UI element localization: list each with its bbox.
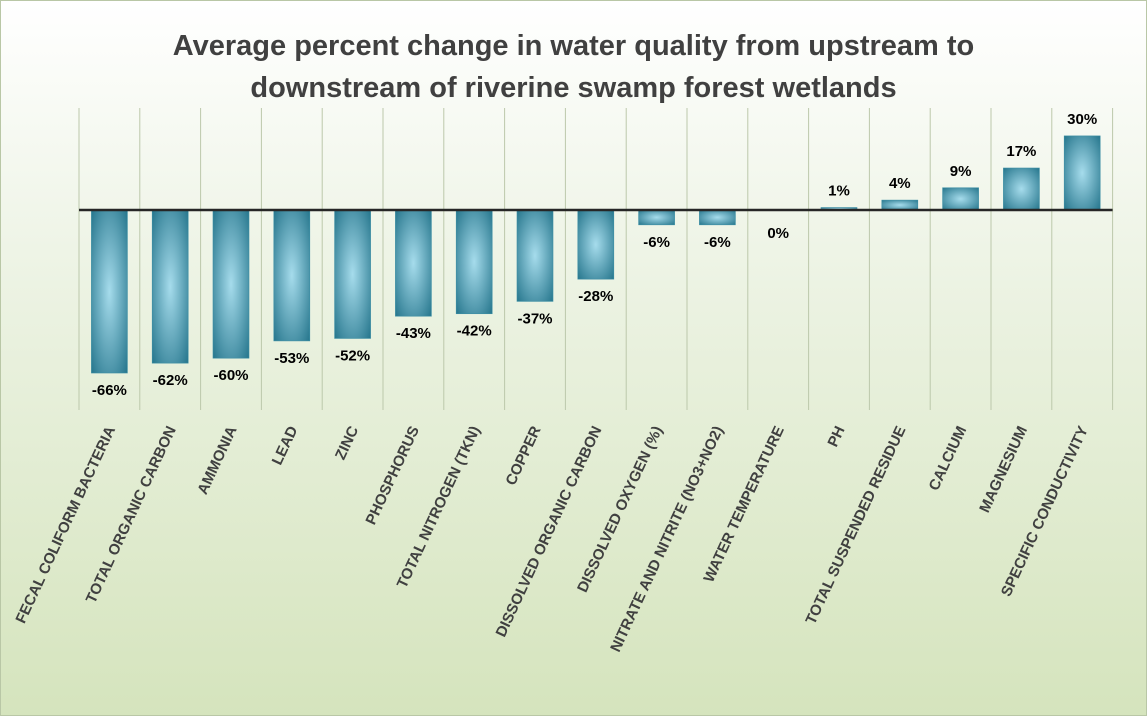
category-label: MAGNESIUM [976, 424, 1031, 516]
bar [1003, 167, 1040, 211]
data-label: 0% [767, 225, 789, 242]
data-label: -53% [274, 350, 309, 367]
data-label: -37% [517, 310, 552, 327]
data-label: -6% [643, 234, 670, 251]
data-label: -62% [153, 372, 188, 389]
data-label: -43% [396, 325, 431, 342]
bar [395, 209, 432, 317]
data-label: 1% [828, 183, 850, 200]
bar [212, 209, 250, 359]
bar [91, 209, 128, 374]
bar [881, 199, 919, 211]
bar [577, 209, 615, 280]
chart-title: Average percent change in water quality … [1, 25, 1146, 109]
category-label: PH [824, 424, 848, 450]
bar [455, 209, 493, 315]
bar [1063, 135, 1101, 211]
category-label: ZINC [332, 423, 362, 462]
category-label: TOTAL SUSPENDED RESIDUE [802, 424, 909, 628]
data-label: 17% [1006, 143, 1036, 160]
bar [638, 209, 675, 226]
bar [334, 209, 371, 339]
data-label: -52% [335, 347, 370, 364]
data-label: -60% [213, 367, 248, 384]
data-label: 9% [950, 163, 972, 180]
chart-title-line-1: Average percent change in water quality … [172, 30, 975, 62]
category-label: NITRATE AND NITRITE (NO3+NO2) [607, 424, 727, 655]
bar [151, 209, 189, 364]
bar [273, 209, 311, 342]
data-label: 30% [1067, 111, 1097, 128]
data-label: -42% [457, 323, 492, 340]
category-label: DISSOLVED ORGANIC CARBON [493, 424, 606, 640]
bar [516, 209, 554, 302]
data-label: 4% [889, 175, 911, 192]
bar [942, 187, 979, 211]
category-label: LEAD [269, 423, 302, 467]
category-label: PHOSPHORUS [363, 424, 423, 528]
data-label: -28% [578, 288, 613, 305]
category-label: COPPER [502, 423, 544, 488]
bar [699, 209, 736, 226]
category-label: CALCIUM [926, 424, 971, 494]
category-label: FECAL COLIFORM BACTERIA [13, 423, 120, 626]
category-label: AMMONIA [194, 423, 240, 497]
data-label: -6% [704, 234, 731, 251]
chart-title-line-2: downstream of riverine swamp forest wetl… [250, 72, 897, 104]
data-label: -66% [92, 382, 127, 399]
